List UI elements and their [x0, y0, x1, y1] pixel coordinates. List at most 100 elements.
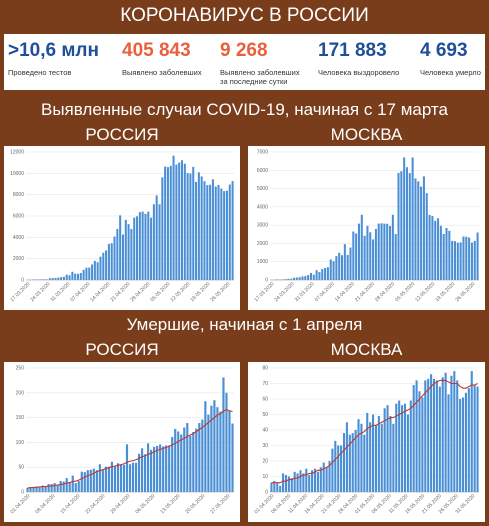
stat-deaths: 4 693 Человека умерло — [420, 40, 481, 77]
stat-cases: 405 843 Выявлено заболевших — [122, 40, 202, 77]
x-tick-label: 05.05.2020 — [149, 281, 171, 303]
bar — [122, 464, 126, 492]
bar — [357, 419, 360, 492]
bar — [228, 184, 231, 280]
stat-label: Проведено тестов — [8, 68, 72, 77]
bar — [41, 485, 44, 492]
bar — [397, 172, 400, 280]
x-tick-label: 21.04.2020 — [354, 281, 376, 303]
bar — [150, 217, 153, 280]
bar — [417, 181, 420, 280]
x-tick-label: 27.05.2020 — [209, 493, 231, 515]
bar — [38, 487, 41, 492]
bar — [313, 468, 317, 492]
bar — [309, 272, 312, 280]
y-tick-label: 10 — [262, 474, 268, 480]
bar — [130, 229, 133, 280]
bar — [290, 478, 293, 492]
bar — [369, 232, 372, 280]
y-tick-label: 1000 — [257, 259, 268, 265]
bar — [51, 278, 54, 280]
bar — [374, 229, 377, 280]
bar — [459, 242, 462, 280]
stat-value: 4 693 — [420, 40, 468, 61]
y-tick-label: 30 — [262, 443, 268, 449]
bar — [331, 448, 334, 492]
stat-label: Выявлено заболевших за последние сутки — [220, 68, 300, 86]
bar — [322, 462, 325, 492]
bar — [59, 481, 62, 492]
x-tick-label: 20.05.2020 — [184, 493, 206, 515]
chart-deaths-russia-svg: 0 50 100 150 200 250 01.04.2020 08.04.2020 15.04… — [9, 366, 234, 515]
section-deaths-title: Умершие, начиная с 1 апреля — [0, 314, 489, 336]
y-tick-label: 2000 — [257, 241, 268, 247]
stat-tests: >10,6 млн Проведено тестов — [8, 40, 99, 77]
bar — [35, 486, 38, 492]
bar — [152, 204, 155, 280]
bar — [213, 400, 216, 492]
bar — [465, 236, 468, 280]
bar — [133, 217, 136, 280]
bar — [116, 463, 120, 492]
bar — [144, 213, 147, 280]
y-tick-label: 8000 — [13, 192, 24, 198]
bar — [424, 380, 427, 492]
y-tick-label: 10000 — [10, 171, 24, 177]
bar — [183, 163, 186, 280]
bar — [394, 234, 397, 280]
bar — [220, 188, 223, 280]
bar — [411, 157, 414, 280]
y-tick-label: 200 — [16, 390, 25, 396]
y-tick-label: 20 — [262, 459, 268, 465]
bar — [77, 481, 80, 492]
bar — [138, 212, 141, 280]
stat-value: 405 843 — [122, 40, 191, 61]
bar — [400, 171, 403, 280]
bar — [445, 227, 448, 280]
bar — [204, 401, 207, 492]
bar — [192, 431, 195, 492]
stat-label: Человека выздоровело — [318, 68, 400, 77]
bar — [415, 380, 418, 492]
bar — [470, 371, 473, 492]
bar — [453, 241, 457, 280]
bar — [392, 423, 395, 492]
bar — [101, 470, 104, 492]
bar — [48, 278, 51, 280]
bar — [219, 411, 222, 492]
bar — [363, 434, 366, 492]
bar — [431, 215, 434, 280]
bar — [422, 176, 425, 280]
bar — [162, 446, 165, 492]
bar — [372, 239, 375, 280]
section-cases-right-label: МОСКВА — [330, 125, 403, 144]
bar — [366, 412, 369, 492]
bar — [140, 448, 144, 492]
bar — [189, 173, 192, 280]
bar — [86, 470, 89, 492]
y-tick-label: 6000 — [257, 168, 268, 174]
bar — [44, 486, 47, 492]
bar — [355, 233, 358, 280]
bar — [164, 166, 167, 280]
bar — [225, 190, 228, 280]
stat-new-cases: 9 268 Выявлено заболевших за последние с… — [220, 40, 300, 86]
y-tick-label: 250 — [16, 366, 25, 372]
bar — [389, 416, 392, 492]
bar — [284, 474, 288, 492]
bar — [200, 176, 203, 280]
y-tick-label: 150 — [16, 415, 25, 421]
bar — [473, 385, 476, 492]
bar — [456, 380, 459, 492]
bar — [321, 269, 324, 280]
bar — [62, 481, 65, 492]
x-tick-label: 17.03.2020 — [253, 281, 275, 303]
y-tick-label: 80 — [262, 366, 268, 372]
bar — [476, 386, 479, 492]
stat-value: >10,6 млн — [8, 40, 99, 61]
bar — [137, 453, 141, 492]
bar — [214, 186, 217, 280]
bar — [360, 214, 363, 280]
bar — [476, 232, 479, 280]
bar — [318, 272, 321, 280]
